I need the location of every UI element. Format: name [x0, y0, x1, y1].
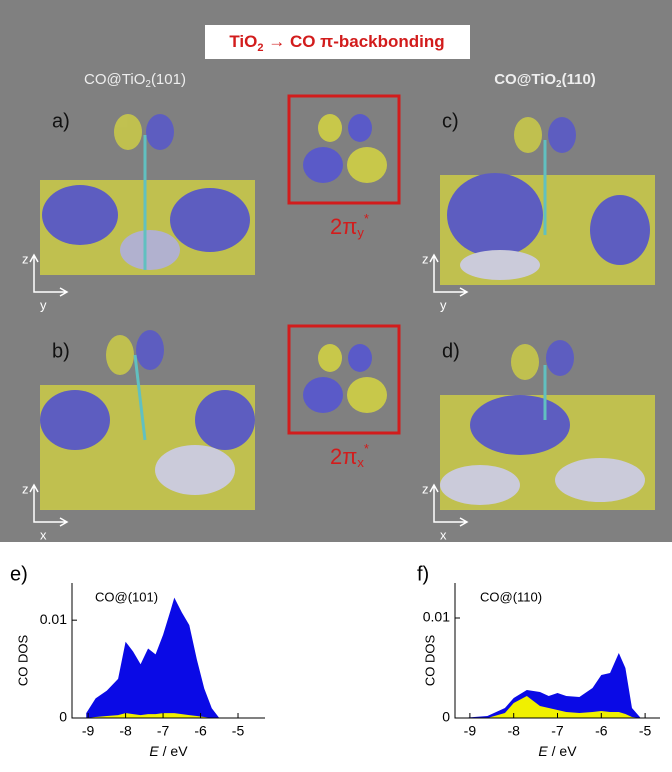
x-tick-label: -5: [232, 723, 245, 739]
figure: TiO2 → CO π-backbonding CO@TiO2(101) CO@…: [0, 0, 672, 772]
axis-glyph-label: y: [40, 297, 47, 312]
orbital-label: 2πx*: [330, 441, 369, 470]
annotation: CO@(101): [95, 589, 158, 604]
x-tick-label: -6: [595, 723, 608, 739]
x-label-text: / eV: [159, 743, 188, 759]
axis-glyph-label: z: [422, 251, 429, 266]
x-tick-label: -9: [464, 723, 477, 739]
page: {"figure": { "title": {"main": "TiO", "s…: [0, 0, 672, 772]
header-text: (101): [151, 71, 186, 88]
y-tick-label: 0.01: [40, 611, 67, 627]
orbital-text: 2π: [330, 214, 357, 239]
x-axis-label: E / eV: [538, 743, 577, 759]
header-text: CO@TiO: [494, 71, 556, 88]
axis-glyph-label: x: [40, 527, 47, 542]
y-tick-label: 0: [59, 709, 67, 725]
title-text: TiO: [229, 32, 257, 51]
panel-label: b): [52, 340, 70, 362]
orbital-sub: y: [357, 225, 364, 240]
panel-label: a): [52, 110, 70, 132]
left-header: CO@TiO2(101): [84, 71, 186, 90]
title-text: → CO π-backbonding: [264, 32, 445, 51]
axis-glyph-label: x: [440, 527, 447, 542]
y-tick-label: 0: [442, 709, 450, 725]
y-tick-label: 0.01: [423, 609, 450, 625]
orbital-sub: x: [357, 455, 364, 470]
y-axis-label: CO DOS: [422, 635, 437, 687]
panel-label: c): [442, 110, 459, 132]
x-axis-label: E / eV: [149, 743, 188, 759]
header-text: CO@TiO: [84, 71, 145, 88]
y-axis-label: CO DOS: [15, 635, 30, 687]
x-tick-label: -6: [194, 723, 207, 739]
x-label-text: / eV: [548, 743, 577, 759]
panel-label: f): [417, 563, 429, 585]
x-tick-label: -5: [639, 723, 652, 739]
orbital-sup: *: [364, 441, 369, 456]
area: [461, 653, 641, 718]
x-tick-label: -8: [507, 723, 520, 739]
panel-label: d): [442, 340, 460, 362]
annotation: CO@(110): [480, 589, 542, 604]
x-tick-label: -8: [119, 723, 132, 739]
x-tick-label: -7: [551, 723, 564, 739]
axis-glyph-label: z: [422, 481, 429, 496]
header-text: (110): [562, 71, 596, 88]
x-tick-label: -9: [82, 723, 95, 739]
right-header: CO@TiO2(110): [494, 71, 596, 90]
axis-glyph-label: z: [22, 481, 29, 496]
area: [86, 598, 219, 718]
orbital-text: 2π: [330, 444, 357, 469]
axis-glyph-label: z: [22, 251, 29, 266]
panel-label: e): [10, 563, 28, 585]
orbital-sup: *: [364, 211, 369, 226]
orbital-label: 2πy*: [330, 211, 369, 240]
x-tick-label: -7: [157, 723, 170, 739]
axis-glyph-label: y: [440, 297, 447, 312]
